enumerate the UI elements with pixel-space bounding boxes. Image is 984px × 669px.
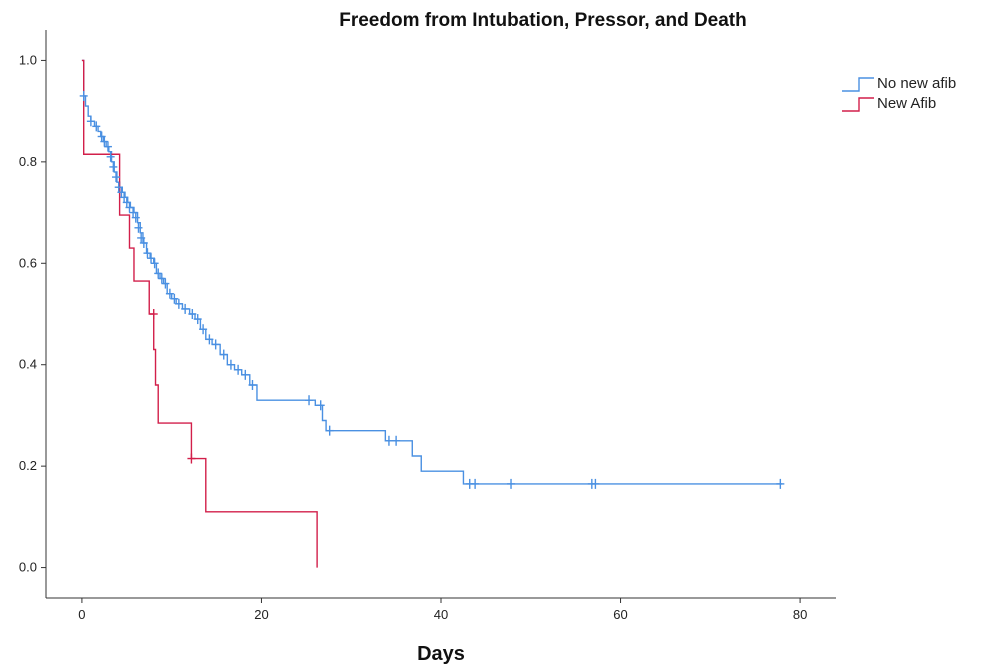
censor-mark — [120, 192, 129, 203]
chart-title: Freedom from Intubation, Pressor, and De… — [339, 10, 747, 31]
censor-mark — [143, 248, 152, 259]
censor-mark — [131, 212, 140, 223]
censor-mark — [103, 141, 112, 152]
censor-mark — [188, 309, 197, 319]
censor-mark — [100, 136, 109, 147]
censor-mark — [137, 232, 146, 243]
censor-mark — [154, 268, 163, 279]
censor-mark — [129, 207, 138, 218]
censor-mark — [170, 293, 179, 304]
censor-mark — [181, 303, 190, 314]
y-tick-label: 0.2 — [19, 458, 37, 473]
censor-mark — [384, 435, 393, 446]
censor-mark — [114, 182, 123, 193]
y-tick-label: 1.0 — [19, 52, 37, 67]
series-layer — [81, 59, 783, 568]
censor-mark — [226, 359, 235, 370]
censor-mark — [134, 222, 143, 233]
censor-mark — [165, 288, 174, 299]
censor-mark — [234, 364, 243, 375]
censor-mark — [187, 453, 196, 464]
censor-mark — [199, 324, 208, 335]
censor-mark — [125, 202, 134, 213]
x-tick-label: 80 — [793, 607, 807, 622]
censor-mark — [117, 187, 126, 198]
x-axis-label: Days — [417, 643, 465, 665]
x-tick-label: 60 — [613, 607, 627, 622]
legend-swatch — [842, 77, 874, 92]
censor-mark — [305, 395, 314, 406]
censor-mark — [219, 349, 228, 360]
censor-mark — [205, 334, 214, 345]
legend-swatch — [842, 97, 874, 112]
x-tick-label: 40 — [434, 607, 448, 622]
censor-mark — [211, 339, 220, 350]
x-tick-label: 0 — [78, 607, 85, 622]
censor-mark — [86, 116, 95, 127]
censor-mark — [174, 298, 183, 309]
censor-mark — [147, 253, 156, 264]
censor-mark — [392, 435, 401, 446]
censor-mark — [157, 273, 166, 284]
censor-mark — [471, 478, 480, 489]
censor-mark — [193, 314, 202, 325]
censor-mark — [161, 278, 170, 289]
censor-mark — [122, 197, 131, 208]
censor-mark — [241, 369, 250, 380]
legend-label: No new afib — [877, 75, 956, 92]
censor-mark — [248, 380, 257, 390]
y-tick-label: 0.8 — [19, 154, 37, 169]
censor-mark — [776, 478, 785, 489]
censor-mark — [79, 90, 88, 101]
censor-mark — [92, 121, 101, 132]
series-line-1 — [81, 59, 318, 568]
censor-mark — [112, 172, 121, 183]
y-axis-ticks: 0.0 0.2 0.4 0.6 0.8 1.0 — [19, 52, 46, 575]
censor-mark — [139, 238, 148, 248]
legend-label: New Afib — [877, 95, 936, 112]
x-tick-label: 20 — [254, 607, 268, 622]
legend-item: No new afib — [842, 75, 956, 92]
censor-mark — [97, 131, 106, 142]
censor-mark — [106, 151, 115, 162]
y-tick-label: 0.4 — [19, 357, 37, 372]
legend: No new afib New Afib — [842, 75, 956, 112]
legend-item: New Afib — [842, 95, 936, 112]
censor-mark — [591, 478, 600, 489]
censor-mark — [316, 400, 325, 411]
x-axis-ticks: 0 20 40 60 80 — [78, 598, 807, 622]
series-line-0 — [81, 59, 783, 485]
y-tick-label: 0.0 — [19, 560, 37, 575]
censor-mark — [325, 425, 334, 436]
censor-mark — [149, 309, 158, 319]
censor-mark — [507, 478, 516, 489]
censor-mark-layer — [79, 90, 785, 489]
y-tick-label: 0.6 — [19, 255, 37, 270]
censor-mark — [150, 258, 159, 269]
censor-mark — [109, 161, 118, 172]
